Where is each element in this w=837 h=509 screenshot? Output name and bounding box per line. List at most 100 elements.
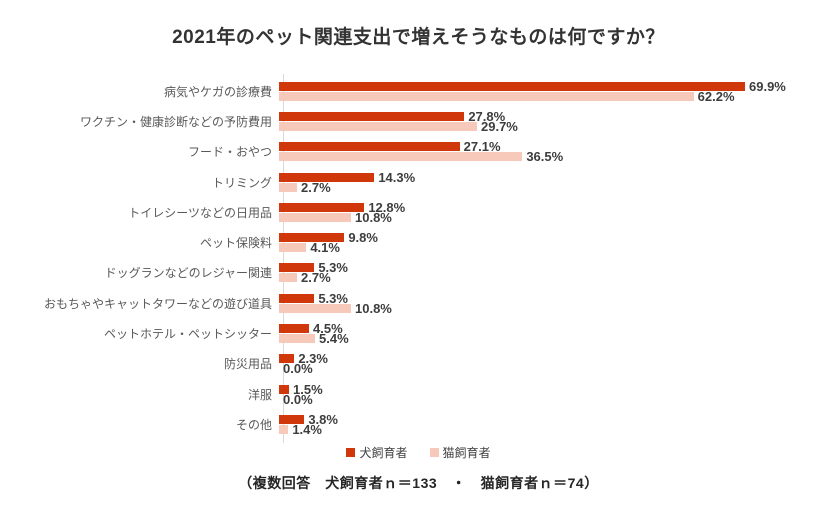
footnote: （複数回答 犬飼育者ｎ＝133 ・ 猫飼育者ｎ＝74） [238, 475, 599, 491]
bars-cell: 4.5% 5.4% [278, 321, 837, 347]
bar-line: 2.7% [279, 270, 837, 286]
chart-row: ペット保険料 9.8% 4.1% [0, 227, 837, 257]
dog-owner-bar [279, 354, 295, 364]
chart-row: 洋服 1.5% 0.0% [0, 379, 837, 409]
value-label: 0.0% [283, 391, 313, 407]
chart-row: トイレシーツなどの日用品 12.8% 10.8% [0, 197, 837, 227]
bars-cell: 2.3% 0.0% [278, 351, 837, 377]
bar-line: 29.7% [279, 118, 837, 134]
category-label: 病気やケガの診療費 [163, 84, 272, 99]
value-label: 27.1% [463, 139, 501, 155]
dog-owner-bar [279, 202, 365, 212]
value-label: 2.7% [301, 270, 331, 286]
value-label: 27.8% [468, 108, 506, 124]
bar-line: 10.8% [279, 300, 837, 316]
chart-row: その他 3.8% 1.4% [0, 409, 837, 439]
bar-line: 5.4% [279, 331, 837, 347]
value-label: 2.3% [298, 351, 328, 367]
bars-cell: 69.9% 62.2% [278, 78, 837, 104]
bar-line: 9.8% [279, 230, 837, 246]
legend-item-dog-owners: 犬飼育者 [346, 444, 408, 461]
value-label: 3.8% [308, 411, 338, 427]
bar-line: 12.8% [279, 199, 837, 215]
cat-owner-bar [279, 182, 297, 192]
value-label: 10.8% [355, 300, 392, 316]
value-label: 5.3% [318, 260, 348, 276]
cat-owners-swatch-icon [429, 448, 439, 457]
cat-owner-bar [279, 334, 315, 344]
bars-cell: 27.1% 36.5% [278, 139, 837, 163]
bar-line: 1.4% [279, 423, 837, 436]
category-label: ペット保険料 [199, 236, 272, 251]
cat-owner-bar [279, 303, 351, 313]
cat-owner-bar [279, 273, 297, 283]
dog-owner-bar [279, 263, 315, 273]
value-label: 9.8% [348, 230, 378, 246]
dog-owner-bar [279, 233, 345, 243]
category-label: 洋服 [247, 387, 272, 402]
chart-rows: 病気やケガの診療費 69.9% 62.2% ワクチン・健康診断などの予防費用 27.8%… [0, 76, 837, 440]
category-label: 防災用品 [223, 357, 272, 372]
value-label: 5.3% [318, 290, 348, 306]
cat-owner-bar [279, 121, 477, 131]
value-label: 4.1% [310, 240, 340, 256]
category-label: ワクチン・健康診断などの予防費用 [79, 114, 272, 129]
category-label: ドッグランなどのレジャー関連 [104, 266, 272, 281]
value-label: 1.5% [293, 381, 323, 397]
chart-row: 防災用品 2.3% 0.0% [0, 349, 837, 379]
category-label: フード・おやつ [187, 145, 272, 160]
bars-cell: 27.8% 29.7% [278, 108, 837, 134]
y-axis-line [283, 74, 284, 443]
dog-owner-bar [279, 384, 289, 394]
bar-line: 36.5% [279, 150, 837, 163]
bars-cell: 1.5% 0.0% [278, 381, 837, 407]
value-label: 12.8% [368, 199, 406, 215]
value-label: 4.5% [313, 321, 343, 337]
dog-owner-bar [279, 293, 315, 303]
bar-line: 0.0% [279, 361, 837, 377]
bar-line: 10.8% [279, 211, 837, 224]
value-label: 29.7% [481, 118, 518, 134]
value-label: 14.3% [378, 169, 416, 185]
chart-row: ワクチン・健康診断などの予防費用 27.8% 29.7% [0, 106, 837, 136]
category-label: おもちゃやキャットタワーなどの遊び道具 [43, 296, 272, 311]
bar-line: 5.3% [279, 290, 837, 306]
dog-owner-bar [279, 111, 465, 121]
cat-owner-bar [279, 212, 351, 222]
legend-label-cat-owners: 猫飼育者 [442, 446, 491, 460]
value-label: 62.2% [697, 88, 735, 104]
dog-owner-bar [279, 142, 460, 152]
value-label: 5.4% [319, 331, 349, 347]
chart-title: 2021年のペット関連支出で増えそうなものは何ですか？ [172, 27, 665, 48]
bar-line: 3.8% [279, 411, 837, 427]
dog-owner-bar [279, 172, 375, 182]
chart-row: ドッグランなどのレジャー関連 5.3% 2.7% [0, 258, 837, 288]
cat-owner-bar [279, 424, 289, 434]
bar-line: 14.3% [279, 169, 837, 185]
value-label: 0.0% [283, 361, 313, 377]
cat-owner-bar [279, 91, 694, 101]
bar-line: 2.7% [279, 181, 837, 194]
cat-owner-bar [279, 152, 523, 162]
bar-line: 1.5% [279, 381, 837, 397]
bar-line: 27.8% [279, 108, 837, 124]
bars-cell: 3.8% 1.4% [278, 411, 837, 436]
chart-row: おもちゃやキャットタワーなどの遊び道具 5.3% 10.8% [0, 288, 837, 318]
bar-line: 62.2% [279, 88, 837, 104]
chart-row: フード・おやつ 27.1% 36.5% [0, 137, 837, 167]
bars-cell: 5.3% 10.8% [278, 290, 837, 316]
category-label: ペットホテル・ペットシッター [103, 327, 272, 342]
bars-cell: 14.3% 2.7% [278, 169, 837, 194]
value-label: 69.9% [749, 78, 786, 94]
category-label: トイレシーツなどの日用品 [128, 205, 272, 220]
legend-label-dog-owners: 犬飼育者 [359, 446, 408, 460]
chart-row: ペットホテル・ペットシッター 4.5% 5.4% [0, 318, 837, 348]
bar-line: 27.1% [279, 139, 837, 155]
dog-owner-bar [279, 414, 305, 424]
bar-line: 5.3% [279, 260, 837, 276]
bar-line: 0.0% [279, 391, 837, 407]
category-label: その他 [235, 417, 272, 432]
dog-owners-swatch-icon [346, 448, 356, 457]
chart-row: トリミング 14.3% 2.7% [0, 167, 837, 197]
